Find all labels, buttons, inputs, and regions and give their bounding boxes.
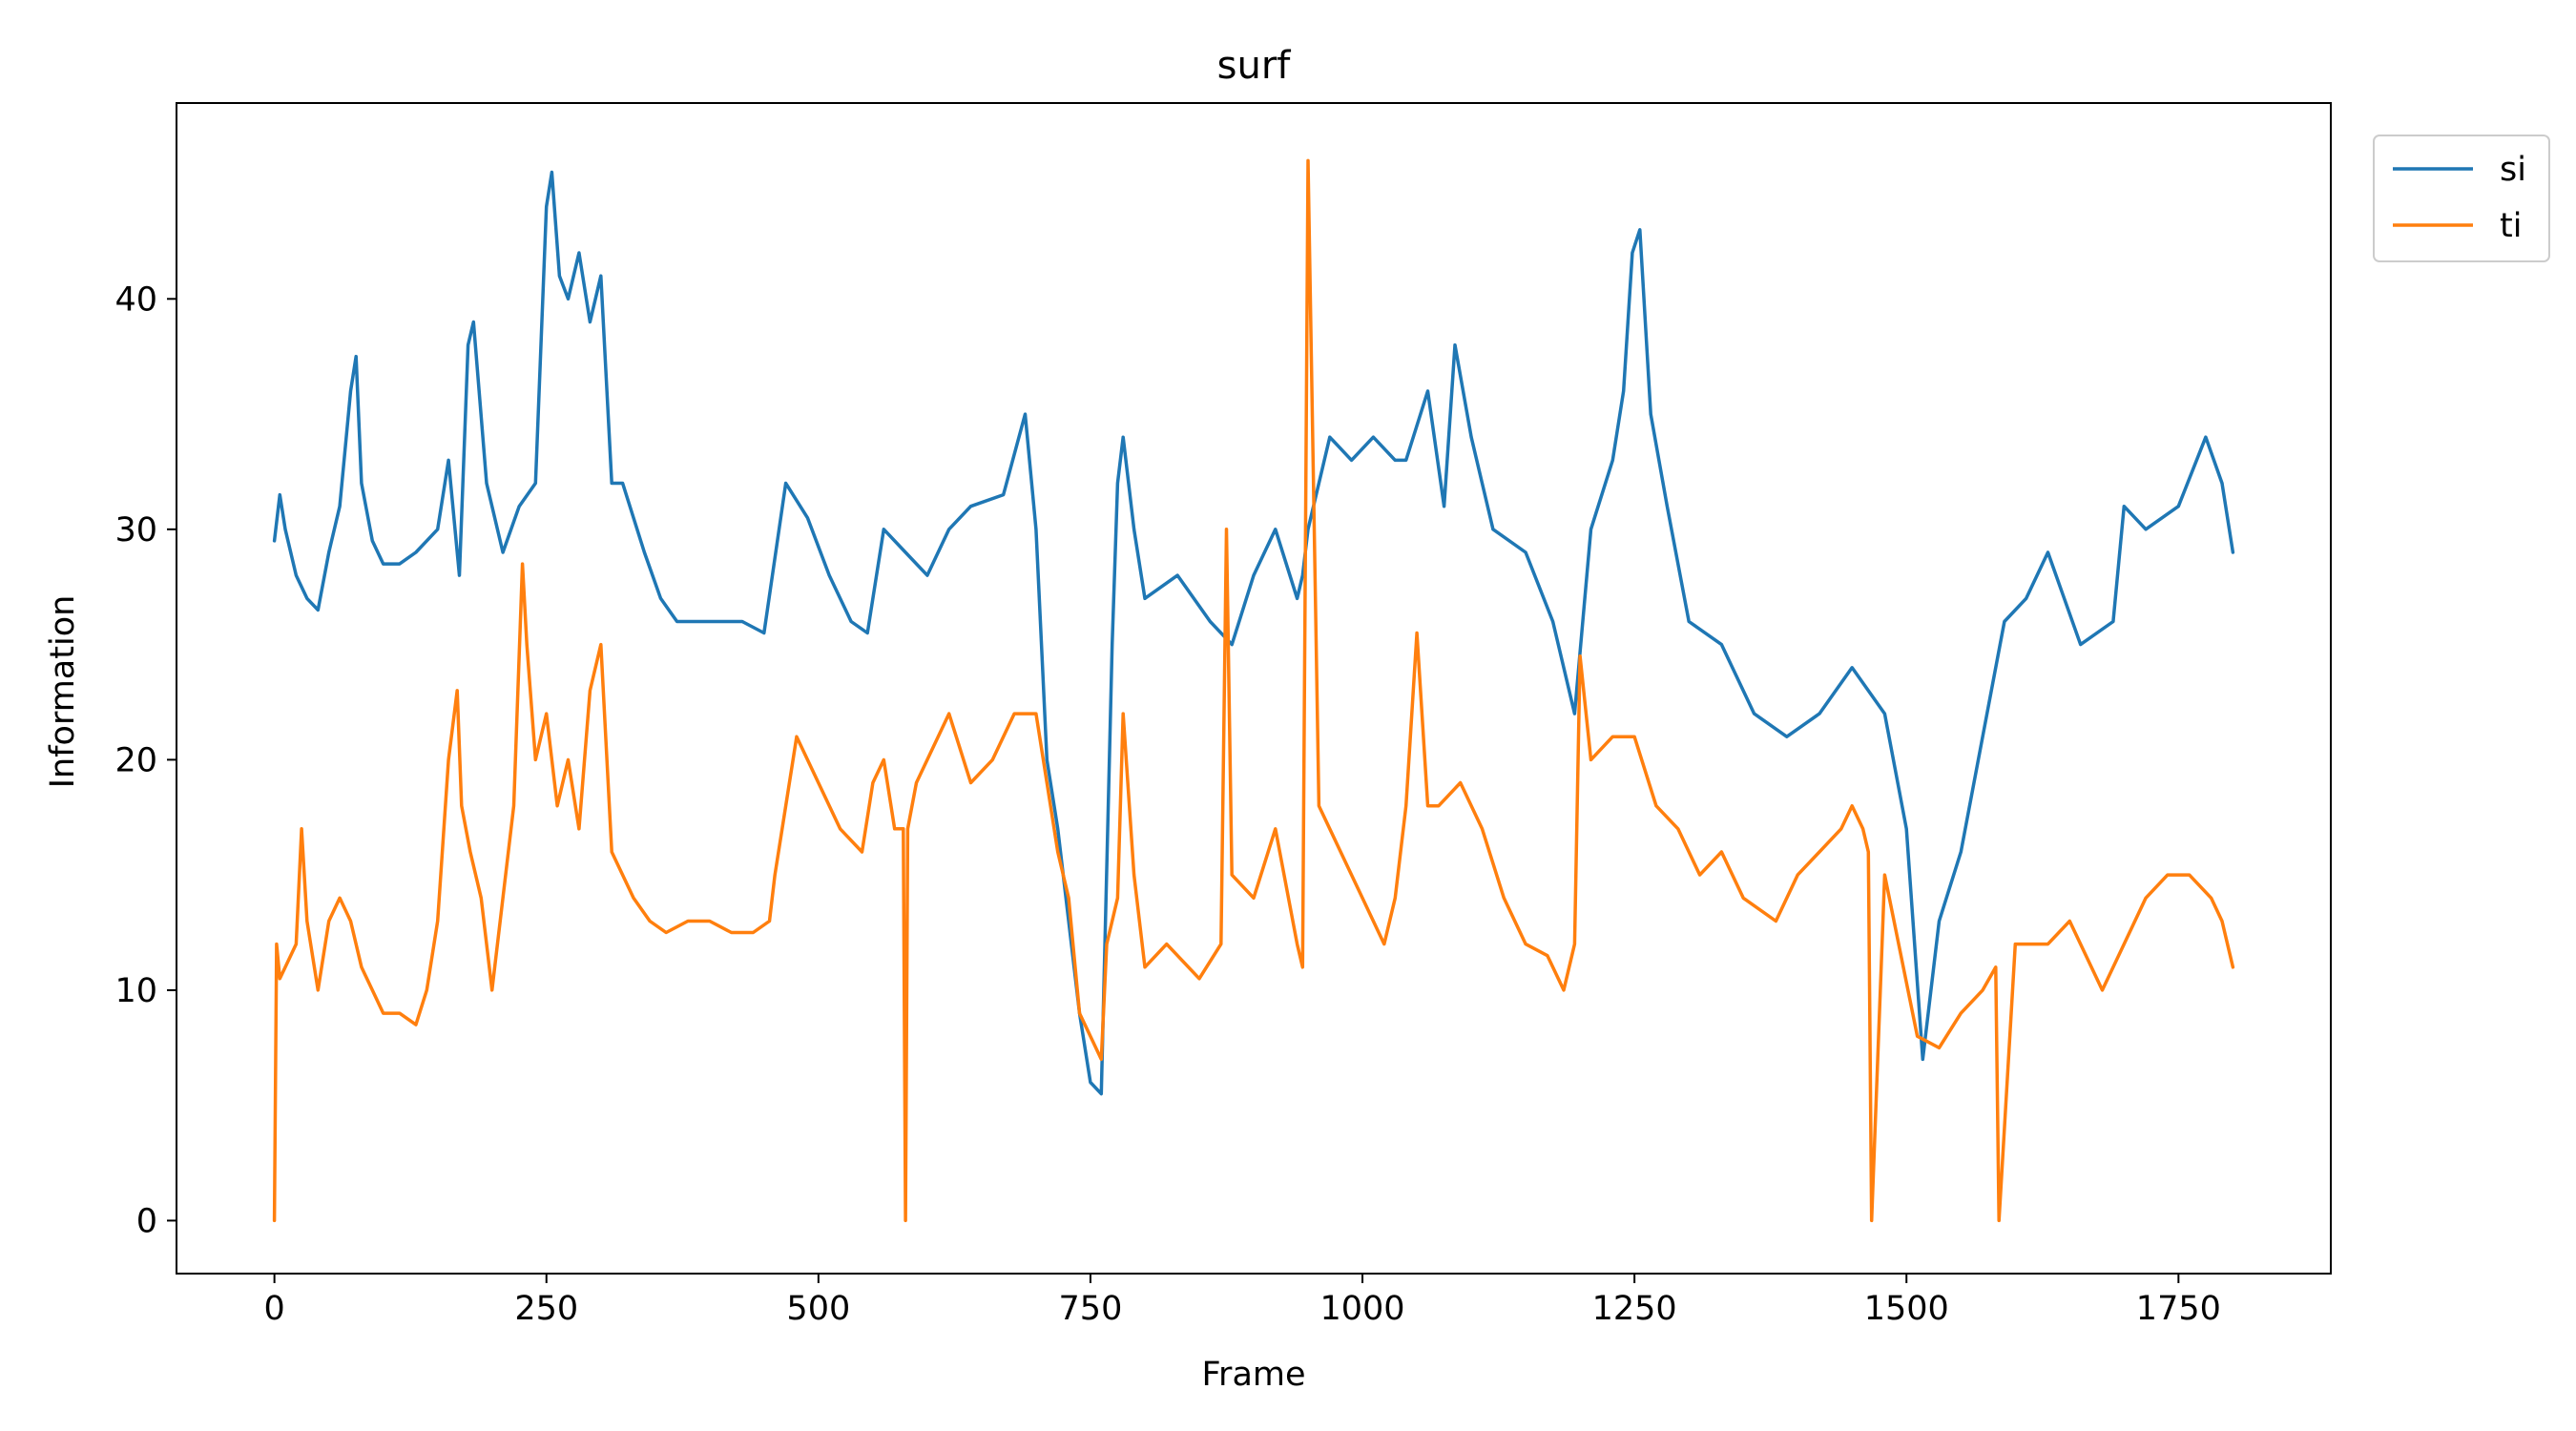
y-tick-label: 20 <box>114 741 157 779</box>
y-axis-label: Information <box>44 595 82 789</box>
x-tick-label: 250 <box>514 1290 578 1328</box>
x-tick-label: 1500 <box>1864 1290 1949 1328</box>
x-tick-label: 750 <box>1059 1290 1123 1328</box>
x-axis: 0 250 500 750 1000 1250 1500 1750 <box>263 1274 2221 1328</box>
x-axis-label: Frame <box>1201 1356 1305 1394</box>
x-tick-label: 500 <box>786 1290 850 1328</box>
y-tick-label: 40 <box>114 280 157 319</box>
legend-label-si: si <box>2500 151 2526 189</box>
plot-frame <box>176 102 2332 1275</box>
y-tick-label: 30 <box>114 511 157 550</box>
legend: si ti <box>2373 135 2550 262</box>
y-tick-label: 0 <box>136 1202 157 1240</box>
series-line-si <box>272 170 2235 1096</box>
x-tick-label: 1750 <box>2136 1290 2221 1328</box>
chart-title: surf <box>1217 44 1292 88</box>
series-layer <box>272 158 2235 1223</box>
x-tick-label: 0 <box>263 1290 284 1328</box>
legend-box <box>2373 135 2550 262</box>
y-tick-label: 10 <box>114 972 157 1010</box>
x-tick-label: 1250 <box>1592 1290 1677 1328</box>
series-line-ti <box>272 158 2235 1223</box>
x-tick-label: 1000 <box>1320 1290 1405 1328</box>
legend-label-ti: ti <box>2500 207 2522 245</box>
y-axis: 0 10 20 30 40 <box>114 280 177 1240</box>
